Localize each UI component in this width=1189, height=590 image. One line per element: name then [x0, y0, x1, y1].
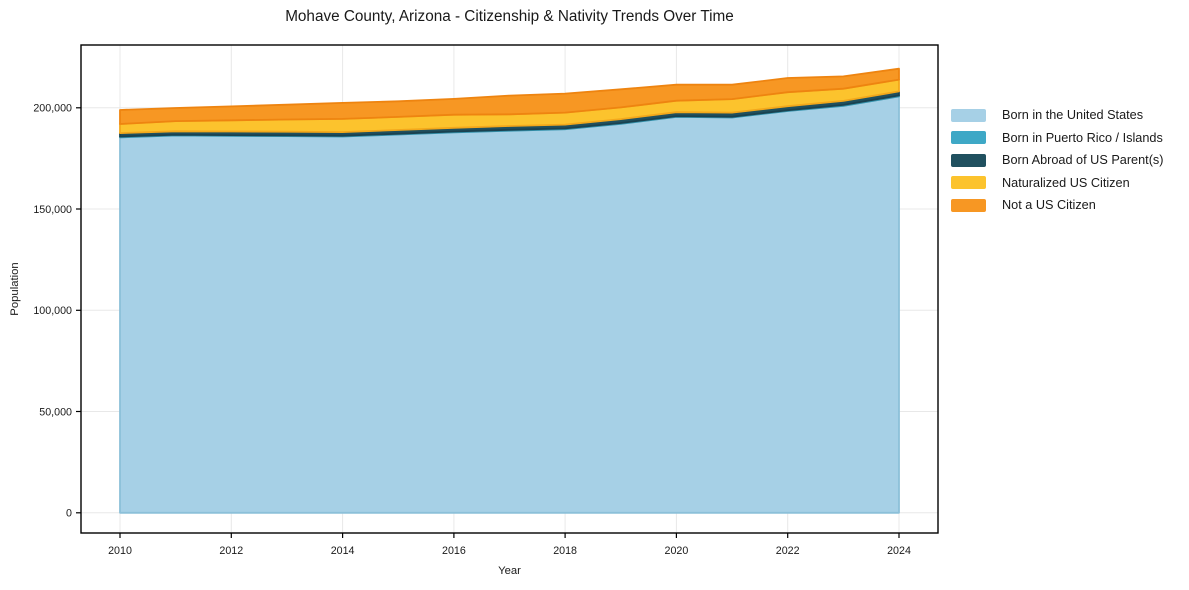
legend-swatch — [951, 131, 986, 145]
legend-item: Not a US Citizen — [951, 194, 1164, 217]
legend: Born in the United States Born in Puerto … — [951, 104, 1164, 217]
axis-ticks: 2010 2012 2014 2016 2018 2020 2022 2024 0 50,000 1… — [33, 103, 911, 557]
legend-item: Naturalized US Citizen — [951, 172, 1164, 195]
area-series-born-in-the-united-states — [119, 95, 900, 514]
legend-swatch — [951, 153, 986, 167]
x-axis-label: Year — [498, 565, 521, 577]
x-tick-label: 2020 — [665, 545, 689, 557]
y-axis-label: Population — [9, 262, 21, 316]
plot-border — [80, 44, 939, 534]
legend-swatch — [951, 108, 986, 122]
chart-title: Mohave County, Arizona - Citizenship & N… — [285, 8, 734, 25]
y-tick-label: 100,000 — [33, 305, 72, 317]
legend-swatch — [951, 198, 986, 212]
x-tick-label: 2014 — [331, 545, 355, 557]
y-tick-label: 150,000 — [33, 204, 72, 216]
legend-swatch — [951, 176, 986, 190]
y-tick-label: 0 — [66, 508, 72, 520]
x-tick-label: 2018 — [553, 545, 577, 557]
legend-label: Naturalized US Citizen — [1002, 175, 1130, 190]
legend-item: Born in Puerto Rico / Islands — [951, 127, 1164, 150]
x-tick-label: 2012 — [219, 545, 243, 557]
x-tick-label: 2022 — [776, 545, 800, 557]
legend-label: Born in Puerto Rico / Islands — [1002, 130, 1163, 145]
legend-label: Born Abroad of US Parent(s) — [1002, 153, 1164, 168]
y-tick-label: 200,000 — [33, 103, 72, 115]
x-tick-label: 2016 — [442, 545, 466, 557]
y-tick-label: 50,000 — [39, 406, 72, 418]
legend-item: Born Abroad of US Parent(s) — [951, 149, 1164, 172]
legend-label: Born in the United States — [1002, 108, 1144, 123]
legend-item: Born in the United States — [951, 104, 1164, 127]
x-tick-label: 2024 — [887, 545, 911, 557]
x-tick-label: 2010 — [108, 545, 132, 557]
legend-label: Not a US Citizen — [1002, 198, 1096, 213]
area-series-not-a-us-citizen — [119, 67, 900, 125]
